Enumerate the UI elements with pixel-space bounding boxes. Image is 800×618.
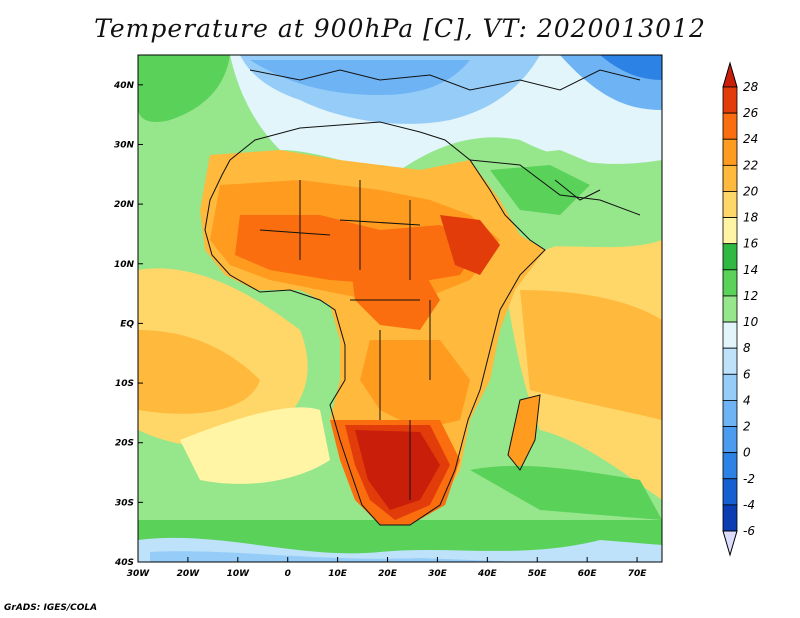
lon-tick-label: 50E [528,569,548,579]
lon-tick-label: 40E [477,569,498,579]
colorbar-label: 20 [743,184,759,198]
map-title: Temperature at 900hPa [C], VT: 202001301… [94,14,706,43]
colorbar-label: 16 [743,237,759,251]
colorbar-label: 6 [743,367,751,381]
colorbar-swatch [722,138,738,166]
lon-tick-label: 70E [628,569,648,579]
colorbar-swatch [722,164,738,192]
lat-tick-label: 20N [114,200,135,210]
lon-tick-label: 10W [227,569,251,579]
colorbar-swatch [722,86,738,114]
lat-tick-label: 20S [115,439,134,449]
lon-tick-label: 30E [428,569,448,579]
colorbar-over-triangle [722,61,738,88]
colorbar-swatch [722,452,738,480]
lon-tick-label: 60E [578,569,598,579]
longitude-axis: 30W 20W 10W 0 10E 20E 30E 40E 50E 60E 70E [127,557,647,579]
colorbar-label: -2 [743,472,755,486]
lat-tick-label: 10N [114,260,135,270]
colorbar-swatch [722,426,738,454]
colorbar-swatch [722,400,738,427]
colorbar-swatch [722,269,738,297]
colorbar-swatch [722,347,738,375]
colorbar-label: 8 [743,341,751,355]
colorbar-swatch [722,217,738,245]
colorbar-swatch [722,112,738,140]
colorbar-label: 14 [743,263,758,277]
colorbar-label: 28 [743,80,759,94]
colorbar-label: -6 [743,524,755,538]
colorbar-label: 18 [743,211,759,225]
lat-tick-label: EQ [120,319,134,329]
colorbar-label: 4 [743,393,751,407]
lon-tick-label: 0 [285,569,291,579]
colorbar-label: 22 [743,158,758,172]
colorbar-under-triangle [722,530,738,557]
lon-tick-label: 30W [127,569,151,579]
colorbar-label: 0 [743,446,751,460]
lon-tick-label: 20W [177,569,201,579]
colorbar-swatch [722,321,738,349]
colorbar-label: 26 [743,106,759,120]
lon-tick-label: 10E [328,569,348,579]
colorbar-label: 2 [743,420,751,434]
latitude-axis: 40N 30N 20N 10N EQ 10S 20S 30S 40S [113,81,143,568]
footer-credit: GrADS: IGES/COLA [4,603,98,613]
lat-tick-label: 30N [114,140,135,150]
lon-tick-label: 20E [378,569,398,579]
lat-tick-label: 30S [115,498,134,508]
lat-tick-label: 10S [115,379,134,389]
colorbar-label: 24 [743,132,758,146]
plot-frame [137,54,663,563]
colorbar-label: 12 [743,289,758,303]
temperature-field [138,55,662,562]
lat-tick-label: 40S [114,558,134,568]
colorbar-swatch [722,243,738,271]
colorbar-label: 10 [743,315,759,329]
colorbar-swatch [722,295,738,323]
coastlines [204,69,641,526]
colorbar-swatch [722,504,738,532]
colorbar-swatch [722,191,738,218]
colorbar-swatch [722,373,738,401]
lat-tick-label: 40N [113,81,135,91]
colorbar-swatch [722,478,738,506]
colorbar-label: -4 [743,498,755,512]
